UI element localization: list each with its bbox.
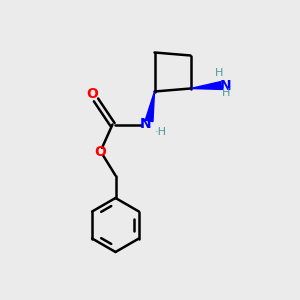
Text: O: O [94, 145, 106, 158]
Polygon shape [145, 92, 154, 122]
Text: H: H [222, 88, 231, 98]
Text: H: H [215, 68, 223, 79]
Polygon shape [190, 82, 221, 89]
Text: O: O [86, 87, 98, 101]
Text: N: N [140, 118, 151, 131]
Text: N: N [220, 79, 232, 92]
Text: ·H: ·H [154, 127, 166, 137]
